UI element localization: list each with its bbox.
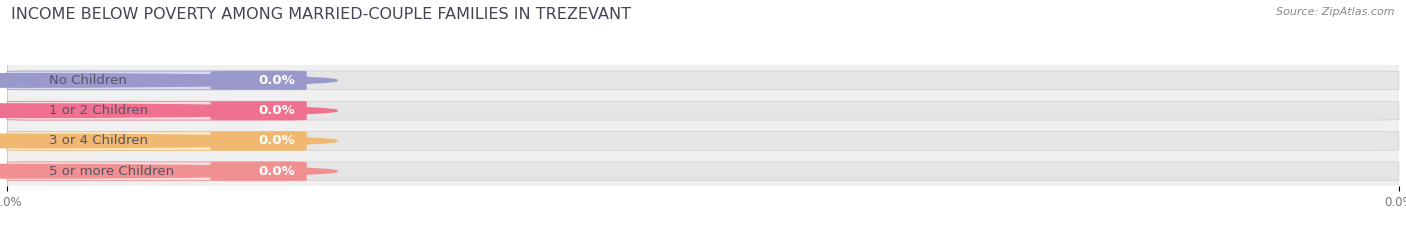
Circle shape (0, 164, 337, 178)
FancyBboxPatch shape (211, 101, 307, 120)
Circle shape (0, 104, 337, 117)
Text: 1 or 2 Children: 1 or 2 Children (49, 104, 148, 117)
FancyBboxPatch shape (7, 71, 307, 90)
Text: INCOME BELOW POVERTY AMONG MARRIED-COUPLE FAMILIES IN TREZEVANT: INCOME BELOW POVERTY AMONG MARRIED-COUPL… (11, 7, 631, 22)
Text: 0.0%: 0.0% (259, 104, 295, 117)
Text: 3 or 4 Children: 3 or 4 Children (49, 134, 148, 147)
Text: 0.0%: 0.0% (259, 165, 295, 178)
FancyBboxPatch shape (7, 162, 307, 181)
FancyBboxPatch shape (211, 71, 307, 90)
Text: 0.0%: 0.0% (259, 74, 295, 87)
FancyBboxPatch shape (211, 132, 307, 150)
FancyBboxPatch shape (7, 101, 1399, 120)
Text: 0.0%: 0.0% (259, 134, 295, 147)
FancyBboxPatch shape (7, 162, 1399, 181)
Text: No Children: No Children (49, 74, 127, 87)
Circle shape (0, 134, 337, 148)
Text: 5 or more Children: 5 or more Children (49, 165, 174, 178)
FancyBboxPatch shape (7, 71, 1399, 90)
FancyBboxPatch shape (7, 132, 1399, 150)
FancyBboxPatch shape (211, 162, 307, 181)
Circle shape (0, 74, 337, 87)
Text: Source: ZipAtlas.com: Source: ZipAtlas.com (1277, 7, 1395, 17)
FancyBboxPatch shape (7, 132, 307, 150)
FancyBboxPatch shape (7, 101, 307, 120)
